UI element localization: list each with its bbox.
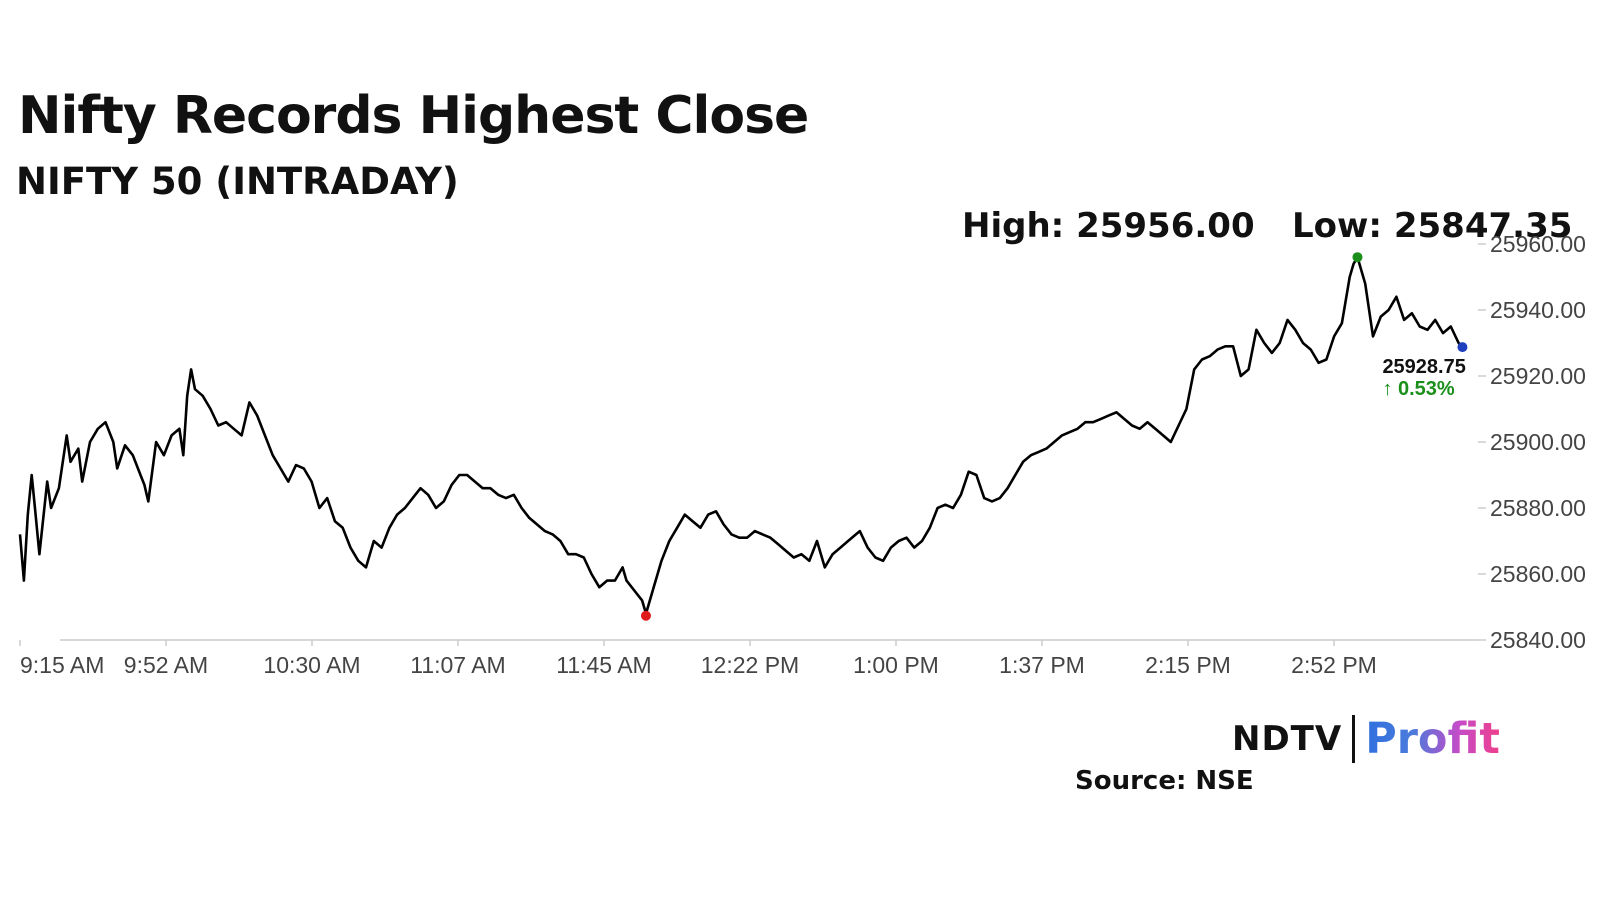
- last-price-label: 25928.75: [1382, 356, 1465, 378]
- low-marker: [640, 610, 651, 621]
- chart-subtitle: NIFTY 50 (INTRADAY): [16, 160, 459, 203]
- x-tick-label: 1:00 PM: [853, 652, 939, 678]
- y-tick-label: 25960.00: [1490, 231, 1586, 257]
- last-price-marker: [1457, 342, 1468, 353]
- price-line: [18, 255, 1464, 615]
- x-tick-label: 9:52 AM: [124, 652, 208, 678]
- chart-title: Nifty Records Highest Close: [18, 86, 809, 146]
- y-tick-label: 25900.00: [1490, 429, 1586, 455]
- x-tick-label: 2:15 PM: [1145, 652, 1231, 678]
- x-tick-label: 11:07 AM: [410, 652, 505, 678]
- x-tick-label: 1:37 PM: [999, 652, 1085, 678]
- y-tick-label: 25880.00: [1490, 495, 1586, 521]
- y-tick-label: 25940.00: [1490, 297, 1586, 323]
- high-value-label: High: 25956.00: [962, 206, 1255, 246]
- low-value-label: Low: 25847.35: [1292, 206, 1573, 246]
- logo-profit-text: Profit: [1365, 714, 1500, 764]
- x-tick-label: 11:45 AM: [556, 652, 651, 678]
- x-axis-ticks: 9:15 AM 9:52 AM 10:30 AM 11:07 AM 11:45 AM 12…: [19, 640, 1377, 678]
- x-tick-label: 9:15 AM: [20, 652, 104, 678]
- y-tick-label: 25920.00: [1490, 363, 1586, 389]
- y-tick-label: 25840.00: [1490, 627, 1586, 653]
- y-tick-label: 25860.00: [1490, 561, 1586, 587]
- change-percent-label: ↑ 0.53%: [1382, 378, 1454, 400]
- high-marker: [1352, 252, 1363, 263]
- logo-ndtv-text: NDTV: [1232, 719, 1343, 759]
- x-tick-label: 2:52 PM: [1291, 652, 1377, 678]
- source-note: Source: NSE: [1075, 766, 1254, 796]
- x-tick-label: 12:22 PM: [701, 652, 799, 678]
- x-tick-label: 10:30 AM: [263, 652, 360, 678]
- ndtv-profit-logo: NDTV Profit: [1232, 714, 1500, 764]
- y-axis-ticks: 25840.00 25860.00 25880.00 25900.00 25920.00…: [1478, 231, 1586, 653]
- logo-divider: [1352, 715, 1356, 763]
